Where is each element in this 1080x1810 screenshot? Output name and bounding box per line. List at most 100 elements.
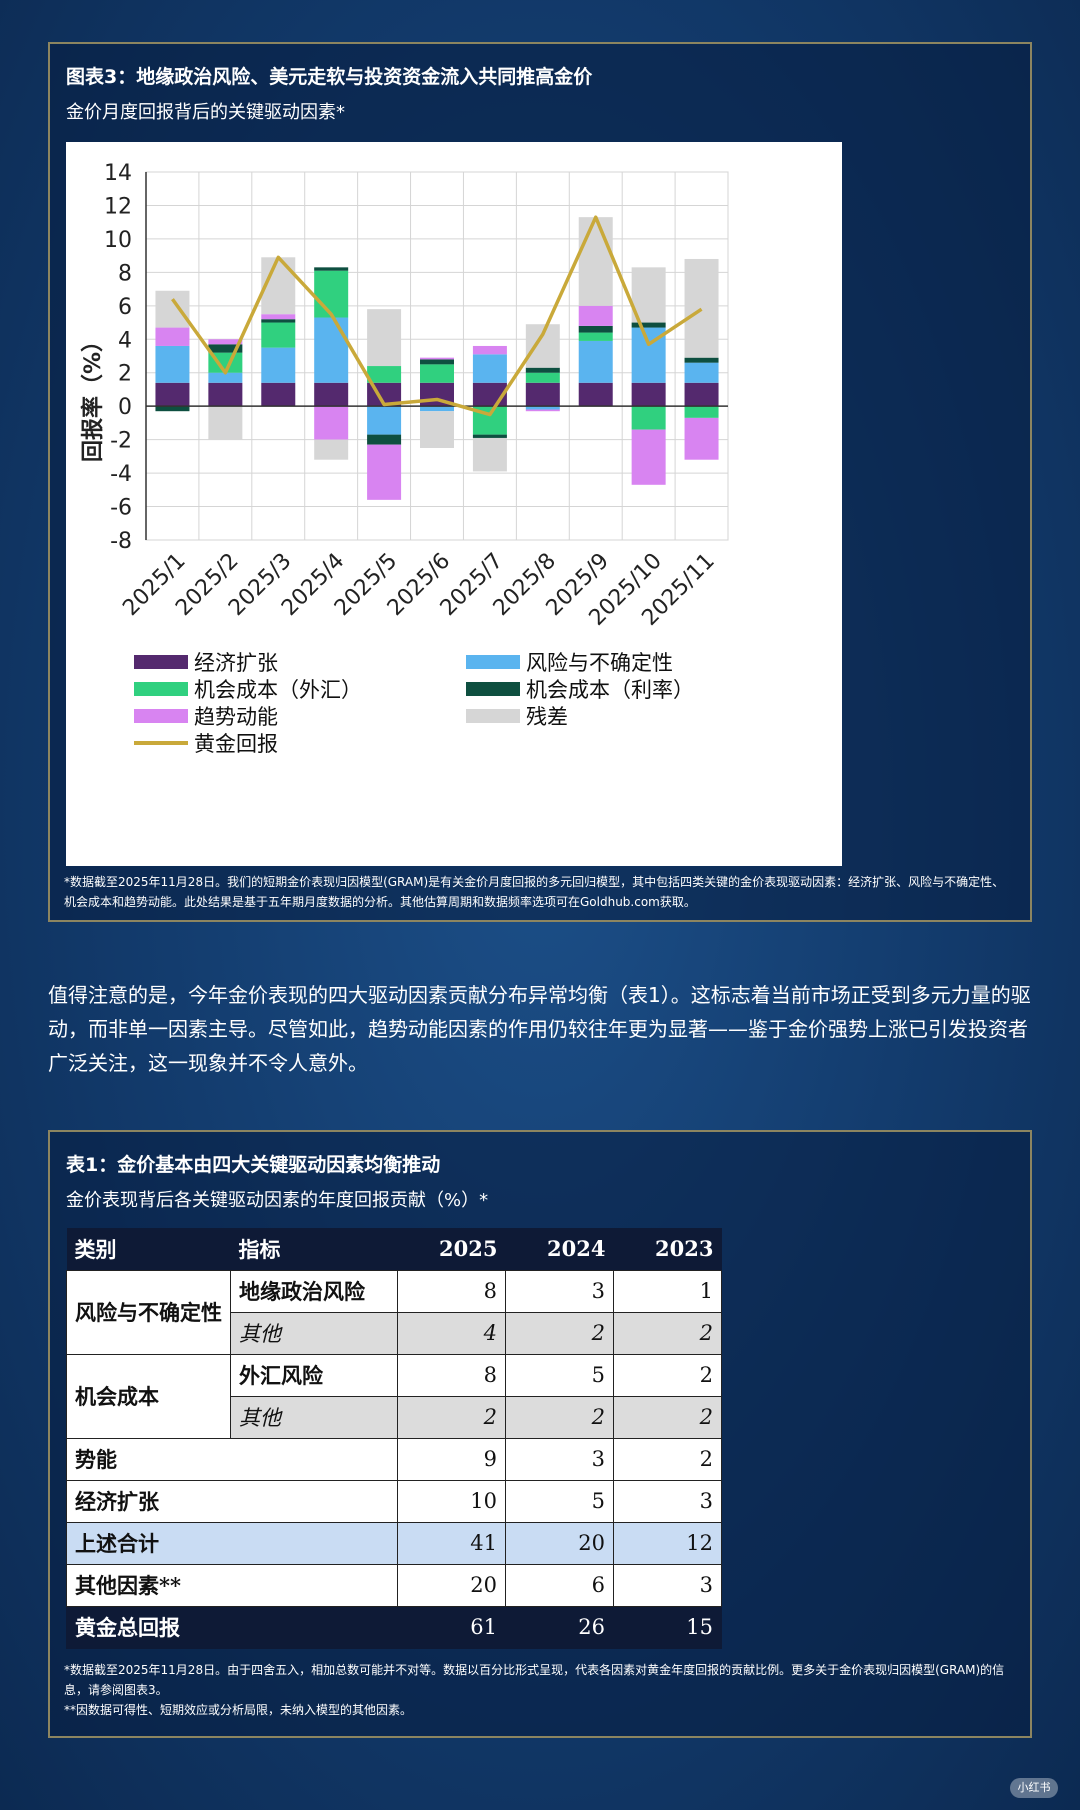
cell-value: 1 (613, 1269, 722, 1313)
y-tick-label: -6 (110, 496, 132, 521)
bar-segment (367, 434, 402, 445)
figure-subtitle: 金价月度回报背后的关键驱动因素* (66, 102, 345, 123)
bar-segment (420, 406, 454, 412)
cell-value: 20 (397, 1563, 506, 1607)
bar-segment (684, 417, 719, 460)
bar-segment (420, 364, 454, 383)
table-note-1: *数据截至2025年11月28日。由于四舍五入，相加总数可能并不对等。数据以百分… (64, 1663, 1005, 1697)
cell-value: 26 (505, 1605, 614, 1649)
y-tick-label: 14 (104, 161, 132, 186)
bar-segment (631, 322, 666, 328)
bar-segment (261, 347, 296, 383)
legend-swatch (466, 682, 520, 696)
table-row: 经济扩张 10 5 3 (66, 1479, 722, 1523)
bar-segment (578, 382, 613, 407)
y-tick-label: 0 (118, 395, 132, 420)
bar-segment (525, 367, 560, 373)
bar-segment (631, 429, 666, 485)
cell-category-momentum: 势能 (66, 1437, 398, 1481)
bar-segment (208, 339, 243, 345)
y-tick-label: 6 (118, 295, 132, 320)
y-tick-label: -2 (110, 429, 132, 454)
y-axis-label: 回报率（%） (80, 330, 106, 462)
table-subtitle: 金价表现背后各关键驱动因素的年度回报贡献（%）* (66, 1190, 489, 1211)
legend-label: 残差 (526, 705, 568, 729)
cell-value: 3 (505, 1269, 614, 1313)
cell-total-label: 黄金总回报 (66, 1605, 398, 1649)
cell-value: 8 (397, 1269, 506, 1313)
bar-segment (314, 382, 349, 407)
bar-segment (525, 406, 560, 410)
y-tick-label: 10 (104, 228, 132, 253)
bar-segment (420, 359, 454, 365)
cell-category-opp: 机会成本 (66, 1353, 231, 1439)
chart-bars (155, 217, 719, 500)
bar-segment (367, 309, 402, 367)
cell-value: 2 (613, 1311, 722, 1355)
cell-value: 2 (505, 1395, 614, 1439)
bar-segment (684, 258, 719, 358)
watermark-badge: 小红书 (1010, 1778, 1058, 1798)
legend-label: 黄金回报 (194, 732, 278, 756)
bar-segment (367, 406, 402, 435)
cell-indicator: 其他 (230, 1395, 398, 1439)
legend-swatch (134, 682, 188, 696)
bar-segment (420, 411, 454, 448)
bar-segment (314, 439, 349, 460)
chart-area: 14 12 10 8 6 4 2 0 -2 -4 -6 -8 2025/1 2025/2 2025/3 202… (66, 142, 842, 866)
table-title: 表1：金价基本由四大关键驱动因素均衡推动 (66, 1154, 441, 1176)
legend-swatch (466, 655, 520, 669)
cell-value: 6 (505, 1563, 614, 1607)
legend-label: 趋势动能 (194, 705, 278, 729)
cell-value: 2 (613, 1353, 722, 1397)
legend-swatch (466, 709, 520, 723)
figure-note: *数据截至2025年11月28日。我们的短期金价表现归因模型(GRAM)是有关金… (64, 875, 1005, 909)
table-row: 其他 2 2 2 (67, 1395, 722, 1439)
table-panel: 表1：金价基本由四大关键驱动因素均衡推动 金价表现背后各关键驱动因素的年度回报贡… (48, 1130, 1032, 1738)
bar-segment (208, 382, 243, 407)
stacked-bar-chart: 14121086420-2-4-6-82025/12025/22025/3202… (80, 161, 729, 756)
y-tick-label: -8 (110, 529, 132, 554)
bar-segment (684, 362, 719, 383)
bar-segment (684, 382, 719, 407)
chart-line (171, 215, 703, 417)
table-note-2: **因数据可得性、短期效应或分析局限，未纳入模型的其他因素。 (64, 1703, 413, 1717)
cell-value: 15 (613, 1605, 722, 1649)
cell-value: 41 (397, 1521, 506, 1565)
cell-value: 8 (397, 1353, 506, 1397)
legend-label: 机会成本（外汇） (194, 678, 362, 702)
cell-value: 2 (613, 1437, 722, 1481)
table-row: 势能 9 3 2 (66, 1437, 722, 1481)
y-tick-label: 2 (118, 362, 132, 387)
bar-segment (631, 382, 666, 407)
cell-indicator: 其他 (230, 1311, 398, 1355)
body-paragraph: 值得注意的是，今年金价表现的四大驱动因素贡献分布异常均衡（表1）。这标志着当前市… (48, 983, 1031, 1075)
table-row: 风险与不确定性 地缘政治风险 8 3 1 (66, 1269, 722, 1355)
cell-indicator: 地缘政治风险 (230, 1269, 398, 1313)
cell-value: 10 (397, 1479, 506, 1523)
cell-value: 3 (613, 1563, 722, 1607)
legend-swatch (134, 655, 188, 669)
table-row-sum: 上述合计 41 20 12 (66, 1521, 722, 1565)
cell-sum-label: 上述合计 (66, 1521, 398, 1565)
cell-value: 2 (505, 1311, 614, 1355)
header-2024: 2024 (505, 1228, 614, 1270)
y-tick-label: 12 (104, 194, 132, 219)
cell-value: 5 (505, 1353, 614, 1397)
bar-segment (155, 345, 190, 383)
bar-segment (208, 372, 243, 383)
bar-segment (314, 267, 349, 271)
bar-segment (684, 357, 719, 363)
bar-segment (155, 290, 190, 328)
gold-return-line (171, 215, 703, 417)
cell-value: 3 (613, 1479, 722, 1523)
table-row-total: 黄金总回报 61 26 15 (66, 1605, 722, 1649)
figure-title: 图表3：地缘政治风险、美元走软与投资资金流入共同推高金价 (66, 66, 593, 88)
bar-segment (367, 366, 402, 383)
cell-value: 5 (505, 1479, 614, 1523)
bar-segment (261, 319, 296, 323)
bar-segment (578, 325, 613, 333)
y-tick-label: -4 (110, 462, 132, 487)
figure-panel: 图表3：地缘政治风险、美元走软与投资资金流入共同推高金价 金价月度回报背后的关键… (48, 42, 1032, 922)
table-row: 其他 4 2 2 (67, 1311, 722, 1355)
